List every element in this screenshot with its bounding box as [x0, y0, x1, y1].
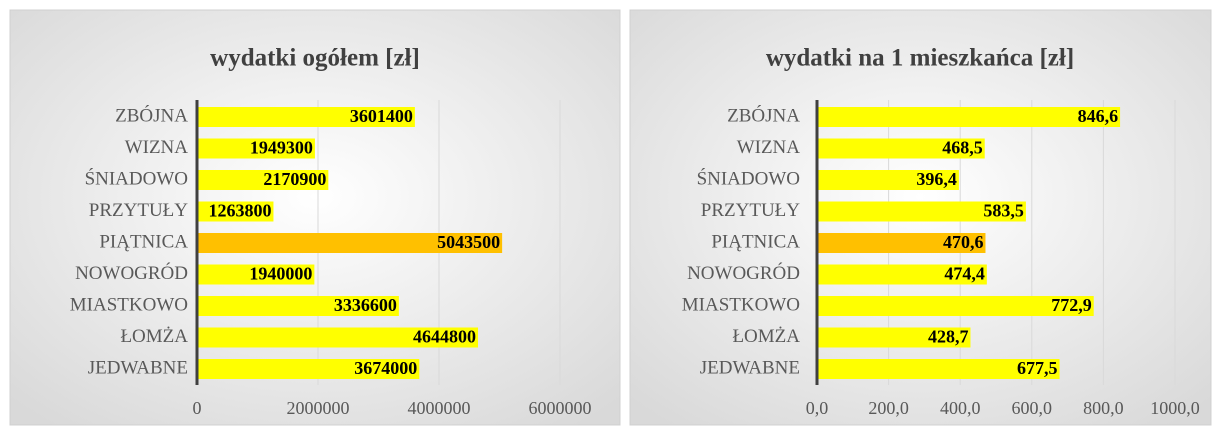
data-label: 470,6 — [943, 232, 984, 252]
category-label: ŚNIADOWO — [697, 167, 800, 189]
data-label: 772,9 — [1051, 295, 1092, 315]
x-tick-label: 1000,0 — [1150, 398, 1200, 418]
x-tick-label: 200,0 — [868, 398, 909, 418]
x-tick-label: 800,0 — [1083, 398, 1124, 418]
category-label: ZBÓJNA — [115, 104, 188, 126]
data-label: 4644800 — [413, 327, 476, 347]
category-label: WIZNA — [125, 137, 189, 158]
data-label: 2170900 — [263, 169, 326, 189]
bar — [197, 264, 315, 285]
category-label: ŚNIADOWO — [85, 167, 188, 189]
data-label: 396,4 — [916, 169, 957, 189]
category-label: NOWOGRÓD — [75, 262, 188, 284]
data-label: 1940000 — [249, 264, 312, 284]
category-label: NOWOGRÓD — [687, 262, 800, 284]
category-label: WIZNA — [737, 137, 801, 158]
data-label: 3336600 — [334, 295, 397, 315]
x-tick-label: 4000000 — [408, 398, 471, 418]
chart-title: wydatki na 1 mieszkańca [zł] — [766, 45, 1074, 72]
bar — [817, 201, 1026, 222]
category-label: ŁOMŻA — [732, 326, 800, 347]
x-tick-label: 2000000 — [287, 398, 350, 418]
bar — [817, 138, 985, 159]
category-label: ŁOMŻA — [120, 326, 188, 347]
bar — [197, 170, 329, 190]
category-label: JEDWABNE — [88, 357, 188, 378]
bar — [817, 327, 971, 348]
bar — [197, 138, 315, 159]
category-label: MIASTKOWO — [682, 294, 800, 315]
bar — [817, 233, 986, 253]
category-label: ZBÓJNA — [727, 104, 800, 126]
bar — [817, 359, 1060, 379]
data-label: 846,6 — [1078, 106, 1119, 126]
data-label: 428,7 — [928, 327, 969, 347]
data-label: 474,4 — [944, 264, 985, 284]
data-label: 1263800 — [208, 201, 271, 221]
data-label: 677,5 — [1017, 358, 1058, 378]
bar — [817, 107, 1121, 127]
bar — [197, 359, 420, 379]
category-label: PRZYTUŁY — [701, 200, 801, 221]
x-tick-label: 6000000 — [529, 398, 592, 418]
category-label: MIASTKOWO — [70, 294, 188, 315]
bar — [817, 264, 987, 285]
data-label: 5043500 — [437, 232, 500, 252]
category-label: PIĄTNICA — [99, 231, 188, 252]
x-tick-label: 600,0 — [1012, 398, 1053, 418]
data-label: 1949300 — [250, 138, 313, 158]
data-label: 3601400 — [350, 106, 413, 126]
bar — [817, 296, 1094, 316]
x-tick-label: 0,0 — [806, 398, 829, 418]
bar — [197, 233, 503, 253]
bar — [197, 296, 399, 316]
category-label: PIĄTNICA — [711, 231, 800, 252]
category-label: JEDWABNE — [700, 357, 800, 378]
category-label: PRZYTUŁY — [89, 200, 189, 221]
chart-title: wydatki ogółem [zł] — [210, 45, 420, 72]
data-label: 583,5 — [983, 201, 1024, 221]
data-label: 468,5 — [942, 138, 983, 158]
bar — [197, 107, 415, 127]
bar — [197, 201, 274, 222]
x-tick-label: 0 — [193, 398, 202, 418]
bar — [817, 170, 959, 190]
panel — [9, 9, 621, 426]
data-label: 3674000 — [354, 358, 417, 378]
x-tick-label: 400,0 — [940, 398, 981, 418]
bar — [197, 327, 479, 348]
